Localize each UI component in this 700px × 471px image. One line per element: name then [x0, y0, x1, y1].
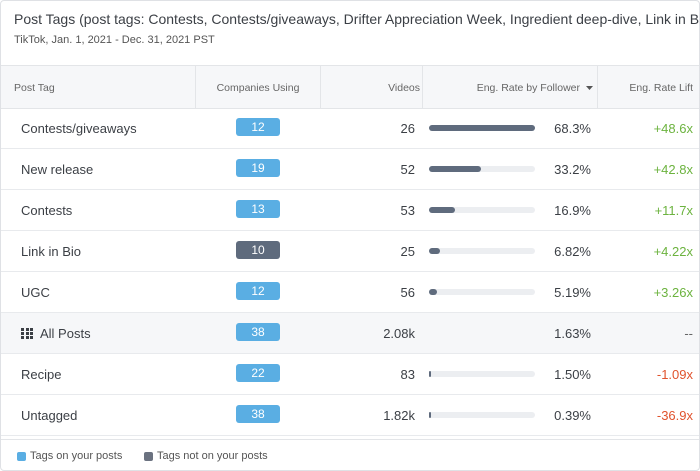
- eng-rate-lift: +11.7x: [654, 203, 693, 218]
- table-row: Contests 13 53 16.9% +11.7x: [1, 190, 699, 231]
- legend-label: Tags on your posts: [30, 450, 123, 462]
- companies-badge: 19: [236, 159, 280, 177]
- divider: [320, 66, 321, 108]
- table-row: Link in Bio 10 25 6.82% +4.22x: [1, 231, 699, 272]
- videos: 53: [400, 203, 415, 218]
- post-tag: Contests: [21, 203, 73, 218]
- videos: 1.82k: [383, 408, 415, 423]
- grid-icon-cell: [25, 332, 29, 335]
- eng-rate: 5.19%: [554, 285, 591, 300]
- eng-rate-lift: +3.26x: [653, 285, 693, 300]
- eng-rate-bar: [429, 289, 438, 295]
- bar-track: [429, 289, 535, 295]
- column-header[interactable]: Eng. Rate by Follower: [476, 82, 580, 94]
- legend-swatch: [17, 452, 26, 461]
- column-header[interactable]: Companies Using: [216, 82, 300, 94]
- eng-rate-bar: [429, 412, 431, 418]
- grid-icon-cell: [25, 336, 29, 339]
- bar-track: [429, 125, 535, 131]
- post-tag: UGC: [21, 285, 50, 300]
- table-row: All Posts 38 2.08k 1.63% --: [1, 313, 699, 354]
- post-tag: All Posts: [40, 326, 91, 341]
- post-tag: New release: [21, 162, 94, 177]
- column-header[interactable]: Eng. Rate Lift: [629, 82, 693, 94]
- bar-track: [429, 248, 535, 254]
- post-tag: Recipe: [21, 367, 62, 382]
- grid-icon-cell: [21, 332, 24, 335]
- eng-rate-lift: +48.6x: [653, 121, 693, 136]
- eng-rate-bar: [429, 371, 432, 377]
- table-header: Post Tag Companies Using Videos Eng. Rat…: [1, 65, 699, 109]
- legend-swatch: [144, 452, 153, 461]
- column-header[interactable]: Videos: [388, 82, 420, 94]
- grid-icon-cell: [25, 328, 29, 331]
- companies-badge: 38: [236, 323, 280, 341]
- eng-rate: 0.39%: [554, 408, 591, 423]
- eng-rate-lift: --: [684, 326, 693, 341]
- eng-rate-lift: +42.8x: [653, 162, 693, 177]
- videos: 56: [400, 285, 415, 300]
- bar-track: [429, 207, 535, 213]
- bar-track: [429, 371, 535, 377]
- divider: [422, 66, 423, 108]
- eng-rate: 33.2%: [554, 162, 591, 177]
- eng-rate: 1.50%: [554, 367, 591, 382]
- bar-track: [429, 166, 535, 172]
- eng-rate-bar: [429, 125, 535, 131]
- divider: [195, 66, 196, 108]
- companies-badge: 12: [236, 282, 280, 300]
- grid-icon-cell: [21, 336, 24, 339]
- grid-icon-cell: [30, 336, 33, 339]
- subtitle: TikTok, Jan. 1, 2021 - Dec. 31, 2021 PST: [14, 34, 215, 46]
- eng-rate-bar: [429, 248, 440, 254]
- eng-rate: 68.3%: [554, 121, 591, 136]
- eng-rate: 6.82%: [554, 244, 591, 259]
- post-tag: Contests/giveaways: [21, 121, 137, 136]
- table-row: UGC 12 56 5.19% +3.26x: [1, 272, 699, 313]
- companies-badge: 10: [236, 241, 280, 259]
- post-tag: Link in Bio: [21, 244, 81, 259]
- sort-arrow[interactable]: [586, 86, 593, 91]
- videos: 2.08k: [383, 326, 415, 341]
- eng-rate-bar: [429, 166, 481, 172]
- companies-badge: 38: [236, 405, 280, 423]
- table-row: Recipe 22 83 1.50% -1.09x: [1, 354, 699, 395]
- eng-rate-bar: [429, 207, 456, 213]
- legend-label: Tags not on your posts: [157, 450, 268, 462]
- videos: 83: [400, 367, 415, 382]
- column-header[interactable]: Post Tag: [14, 82, 55, 94]
- bar-track: [429, 412, 535, 418]
- companies-badge: 12: [236, 118, 280, 136]
- legend: Tags on your posts Tags not on your post…: [1, 439, 699, 470]
- eng-rate-lift: -36.9x: [656, 408, 693, 423]
- companies-badge: 13: [236, 200, 280, 218]
- videos: 52: [400, 162, 415, 177]
- grid-icon: [21, 328, 33, 339]
- divider: [597, 66, 598, 108]
- eng-rate-lift: -1.09x: [656, 367, 693, 382]
- grid-icon-cell: [21, 328, 24, 331]
- eng-rate: 1.63%: [554, 326, 591, 341]
- table-row: New release 19 52 33.2% +42.8x: [1, 149, 699, 190]
- companies-badge: 22: [236, 364, 280, 382]
- eng-rate-lift: +4.22x: [653, 244, 693, 259]
- videos: 26: [400, 121, 415, 136]
- eng-rate: 16.9%: [554, 203, 591, 218]
- post-tag: Untagged: [21, 408, 78, 423]
- table-row: Untagged 38 1.82k 0.39% -36.9x: [1, 395, 699, 436]
- title: Post Tags (post tags: Contests, Contests…: [14, 11, 700, 27]
- videos: 25: [400, 244, 415, 259]
- grid-icon-cell: [30, 328, 33, 331]
- grid-icon-cell: [30, 332, 33, 335]
- table-row: Contests/giveaways 12 26 68.3% +48.6x: [1, 108, 699, 149]
